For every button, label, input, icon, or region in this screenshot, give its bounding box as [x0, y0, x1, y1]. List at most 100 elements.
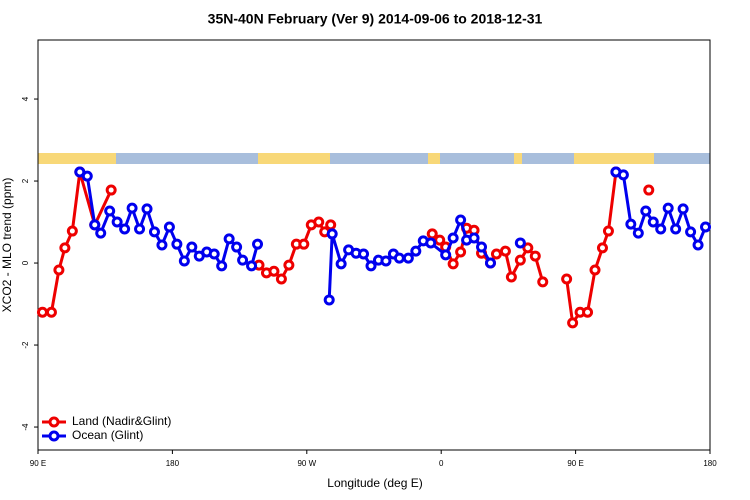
point	[499, 245, 511, 257]
x-tick-label: 90 E	[30, 459, 46, 468]
point	[567, 317, 579, 329]
point	[208, 248, 220, 260]
x-tick-label: 0	[439, 459, 444, 468]
point	[246, 260, 258, 272]
x-axis-label: Longitude (deg E)	[327, 476, 422, 490]
point	[505, 271, 517, 283]
point	[105, 184, 117, 196]
point	[119, 223, 131, 235]
plot-frame	[37, 39, 711, 451]
point	[632, 227, 644, 239]
point	[380, 255, 392, 267]
point	[36, 306, 48, 318]
point	[455, 214, 467, 226]
point	[53, 264, 65, 276]
point	[365, 260, 377, 272]
point	[66, 225, 78, 237]
y-tick-label: 0	[21, 260, 30, 265]
point	[447, 232, 459, 244]
y-tick-label: 4	[21, 96, 30, 101]
point	[514, 254, 526, 266]
point	[148, 226, 160, 238]
chart-title: 35N-40N February (Ver 9) 2014-09-06 to 2…	[208, 11, 543, 27]
point	[670, 223, 682, 235]
point	[692, 239, 704, 251]
point	[596, 242, 608, 254]
point	[298, 238, 310, 250]
point	[393, 252, 405, 264]
point	[402, 252, 414, 264]
point	[335, 258, 347, 270]
point	[89, 219, 101, 231]
point	[522, 242, 534, 254]
x-tick-label: 90 E	[567, 459, 583, 468]
point	[589, 264, 601, 276]
point	[514, 237, 526, 249]
point	[223, 233, 235, 245]
point	[45, 306, 57, 318]
point	[643, 184, 655, 196]
point	[700, 221, 712, 233]
point	[216, 260, 228, 272]
point	[476, 241, 488, 253]
legend-label: Land (Nadir&Glint)	[72, 414, 171, 428]
point	[81, 170, 93, 182]
point	[425, 237, 437, 249]
point	[647, 216, 659, 228]
point	[685, 226, 697, 238]
point	[625, 218, 637, 230]
point	[617, 169, 629, 181]
point	[237, 254, 249, 266]
point	[268, 265, 280, 277]
y-tick-label: -2	[21, 341, 30, 349]
point	[126, 202, 138, 214]
point	[537, 276, 549, 288]
point	[325, 219, 337, 231]
y-tick-label: -4	[21, 423, 30, 431]
point	[231, 241, 243, 253]
point	[326, 228, 338, 240]
point	[275, 273, 287, 285]
point	[410, 245, 422, 257]
point	[529, 250, 541, 262]
point	[358, 248, 370, 260]
series-line	[79, 170, 707, 301]
point	[662, 202, 674, 214]
legend-marker	[48, 416, 60, 428]
point	[59, 242, 71, 254]
point	[677, 203, 689, 215]
point	[426, 228, 438, 240]
y-tick-label: 2	[21, 178, 30, 183]
point	[283, 259, 295, 271]
point	[186, 241, 198, 253]
point	[156, 239, 168, 251]
point	[484, 257, 496, 269]
point	[95, 227, 107, 239]
x-tick-label: 180	[166, 459, 180, 468]
x-tick-label: 90 W	[297, 459, 316, 468]
point	[490, 248, 502, 260]
point	[163, 221, 175, 233]
point	[455, 246, 467, 258]
y-axis-label: XCO2 - MLO trend (ppm)	[0, 178, 14, 313]
point	[111, 216, 123, 228]
point	[434, 234, 446, 246]
map-strip	[38, 153, 710, 164]
point	[313, 216, 325, 228]
point	[178, 255, 190, 267]
point	[468, 232, 480, 244]
point	[171, 238, 183, 250]
point	[141, 203, 153, 215]
x-tick-label: 180	[703, 459, 717, 468]
point	[134, 223, 146, 235]
point	[323, 294, 335, 306]
point	[561, 273, 573, 285]
point	[252, 238, 264, 250]
point	[104, 205, 116, 217]
point	[655, 223, 667, 235]
point	[440, 249, 452, 261]
point	[582, 306, 594, 318]
point	[602, 225, 614, 237]
